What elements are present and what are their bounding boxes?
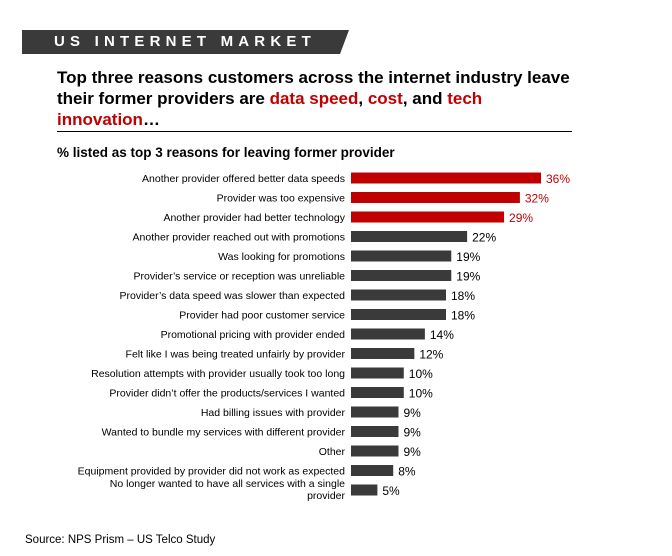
category-label-6: Provider’s data speed was slower than ex…	[120, 290, 346, 302]
bar-9	[351, 348, 415, 359]
value-label-9: 12%	[419, 348, 443, 362]
value-label-1: 32%	[525, 192, 549, 206]
value-label-7: 18%	[451, 309, 475, 323]
value-label-6: 18%	[451, 289, 475, 303]
bar-8	[351, 328, 425, 340]
bar-4	[351, 250, 452, 262]
headline: Top three reasons customers across the i…	[57, 67, 577, 130]
bar-0	[351, 172, 541, 184]
value-label-13: 9%	[404, 426, 422, 440]
bar-12	[351, 406, 399, 418]
bar-5	[351, 270, 452, 281]
value-label-11: 10%	[409, 387, 433, 401]
headline-separator-1: ,	[358, 89, 368, 108]
bar-2	[351, 211, 505, 223]
value-label-10: 10%	[409, 367, 433, 381]
category-label-1: Provider was too expensive	[217, 193, 346, 205]
section-banner: US INTERNET MARKET	[22, 30, 349, 54]
headline-divider	[57, 131, 572, 132]
category-label-7: Provider had poor customer service	[179, 310, 345, 322]
category-label-0: Another provider offered better data spe…	[142, 173, 345, 185]
bar-1	[351, 192, 520, 203]
bar-6	[351, 289, 446, 301]
value-label-12: 9%	[404, 406, 422, 420]
bar-16	[351, 484, 378, 496]
chart-title: % listed as top 3 reasons for leaving fo…	[57, 145, 395, 160]
bar-13	[351, 426, 399, 437]
headline-highlight-tech-innovation: tech innovation	[57, 89, 483, 129]
category-label-15: Equipment provided by provider did not w…	[78, 466, 345, 478]
headline-highlight-cost: cost	[367, 89, 403, 108]
headline-separator-2: , and	[402, 89, 448, 108]
category-label-3: Another provider reached out with promot…	[133, 232, 345, 244]
value-label-0: 36%	[546, 172, 570, 186]
category-label-13: Wanted to bundle my services with differ…	[102, 427, 346, 439]
bar-3	[351, 231, 468, 242]
value-label-4: 19%	[456, 250, 480, 264]
category-label-14: Other	[319, 446, 346, 458]
category-label-11: Provider didn’t offer the products/servi…	[109, 388, 345, 400]
value-label-5: 19%	[456, 270, 480, 284]
value-label-15: 8%	[398, 465, 416, 479]
bar-10	[351, 367, 404, 379]
value-label-2: 29%	[509, 211, 533, 225]
bar-11	[351, 387, 404, 398]
value-label-3: 22%	[472, 231, 496, 245]
category-label-12: Had billing issues with provider	[201, 407, 346, 419]
headline-text: Top three reasons customers across the i…	[57, 68, 570, 108]
category-label-5: Provider’s service or reception was unre…	[134, 271, 346, 283]
headline-highlight-data-speed: data speed	[269, 89, 359, 108]
value-label-14: 9%	[404, 445, 422, 459]
category-label-4: Was looking for promotions	[218, 251, 345, 263]
bar-15	[351, 465, 394, 476]
bar-7	[351, 309, 446, 320]
headline-ellipsis: …	[142, 110, 160, 129]
category-label-2: Another provider had better technology	[163, 212, 345, 224]
category-label-9: Felt like I was being treated unfairly b…	[126, 349, 346, 361]
category-label-16: No longer wanted to have all services wi…	[110, 478, 346, 502]
category-label-10: Resolution attempts with provider usuall…	[91, 368, 345, 380]
banner-title: US INTERNET MARKET	[54, 33, 316, 50]
banner-background	[22, 30, 349, 54]
category-label-8: Promotional pricing with provider ended	[161, 329, 346, 341]
value-label-8: 14%	[430, 328, 454, 342]
bar-chart: 36% Another provider offered better data …	[78, 172, 571, 502]
bar-14	[351, 445, 399, 457]
source-note: Source: NPS Prism – US Telco Study	[25, 534, 216, 546]
value-label-16: 5%	[382, 484, 400, 498]
